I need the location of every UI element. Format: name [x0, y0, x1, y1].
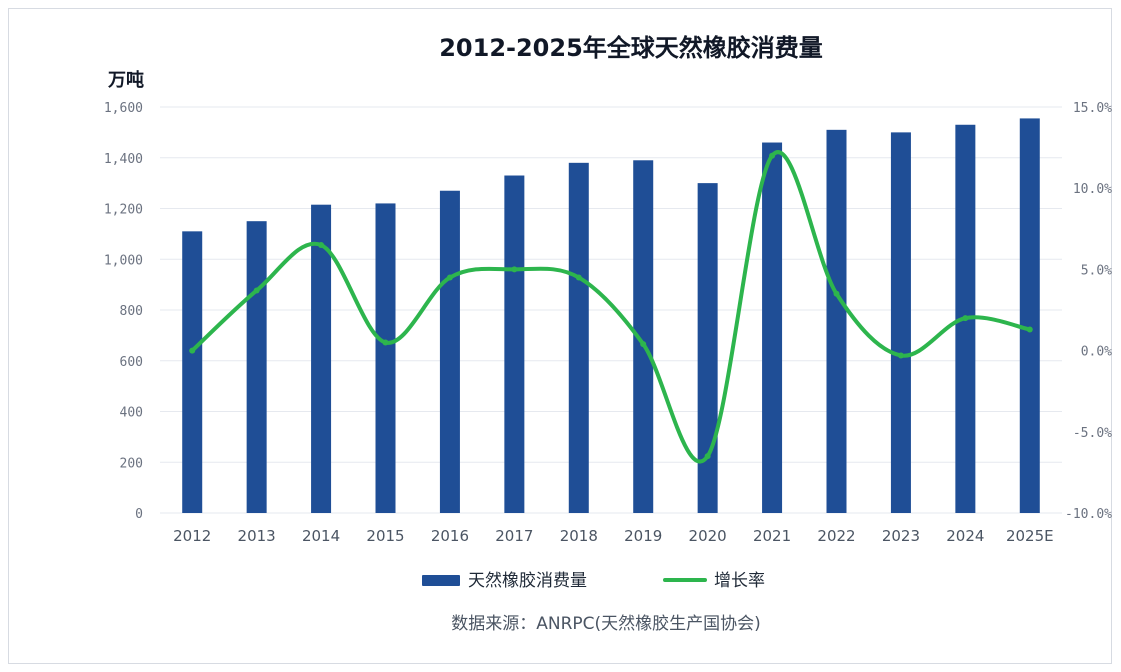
x-tick-label: 2020 [689, 527, 727, 545]
chart-title: 2012-2025年全球天然橡胶消费量 [439, 34, 823, 62]
x-tick-label: 2022 [817, 527, 855, 545]
y-tick-label: 1,000 [104, 253, 143, 268]
y-tick-label: 1,200 [104, 203, 143, 218]
legend: 天然橡胶消费量 增长率 [422, 571, 765, 591]
y-tick-label: 1,400 [104, 152, 143, 167]
bar [246, 221, 267, 513]
x-tick-label: 2013 [238, 527, 276, 545]
growth-line [190, 150, 1032, 464]
legend-line-label: 增长率 [714, 571, 765, 591]
legend-bar-label: 天然橡胶消费量 [468, 571, 587, 591]
growth-point [318, 242, 325, 249]
y-tick-label: 600 [120, 355, 143, 370]
y-tick-label: 1,600 [104, 101, 143, 116]
y2-tick-label: -5.0% [1073, 426, 1112, 441]
growth-point [962, 315, 969, 322]
x-tick-label: 2025E [1006, 527, 1054, 545]
bar [1019, 118, 1040, 513]
growth-series [189, 150, 1033, 464]
y2-tick-label: 15.0% [1073, 101, 1112, 116]
y-tick-label: 200 [120, 456, 143, 471]
x-tick-label: 2018 [560, 527, 598, 545]
x-tick-label: 2017 [495, 527, 533, 545]
growth-point [1026, 326, 1033, 333]
growth-point [833, 290, 840, 297]
right-y-axis: 15.0% 10.0% 5.0% 0.0% -5.0% -10.0% [1065, 101, 1112, 522]
x-tick-label: 2015 [366, 527, 404, 545]
x-tick-label: 2016 [431, 527, 469, 545]
x-tick-label: 2021 [753, 527, 791, 545]
x-tick-label: 2024 [946, 527, 984, 545]
y2-tick-label: 10.0% [1073, 182, 1112, 197]
x-tick-label: 2014 [302, 527, 340, 545]
x-tick-label: 2019 [624, 527, 662, 545]
bar [762, 142, 783, 513]
growth-point [897, 352, 904, 359]
legend-bar-swatch [422, 575, 460, 586]
x-axis-labels: 2012 2013 2014 2015 2016 2017 2018 2019 2020 2021… [173, 527, 1053, 545]
bar [504, 175, 525, 513]
growth-point [382, 339, 389, 346]
bar [697, 183, 718, 513]
y-tick-label: 0 [135, 507, 143, 522]
y-axis-unit: 万吨 [107, 69, 144, 91]
bar [375, 203, 396, 514]
bar [439, 190, 460, 514]
bar [826, 129, 847, 513]
bar [633, 160, 654, 513]
y2-tick-label: 0.0% [1081, 345, 1112, 360]
bar [182, 231, 203, 513]
data-source: 数据来源：ANRPC(天然橡胶生产国协会) [451, 614, 761, 634]
growth-point [189, 347, 196, 354]
grid-lines [160, 106, 1062, 514]
growth-point [511, 266, 518, 273]
growth-point [446, 274, 453, 281]
y-tick-label: 400 [120, 406, 143, 421]
x-tick-label: 2023 [882, 527, 920, 545]
growth-point [640, 341, 647, 348]
bar [890, 132, 911, 513]
bar [568, 162, 589, 513]
growth-point [575, 274, 582, 281]
growth-point [253, 287, 260, 294]
y2-tick-label: 5.0% [1081, 263, 1112, 278]
bar [311, 204, 332, 513]
growth-point [769, 152, 776, 159]
y-tick-label: 800 [120, 304, 143, 319]
y2-tick-label: -10.0% [1065, 507, 1112, 522]
left-y-axis: 1,600 1,400 1,200 1,000 800 600 400 200 0 [104, 101, 143, 522]
growth-point [704, 453, 711, 460]
bar-series [182, 118, 1040, 514]
x-tick-label: 2012 [173, 527, 211, 545]
